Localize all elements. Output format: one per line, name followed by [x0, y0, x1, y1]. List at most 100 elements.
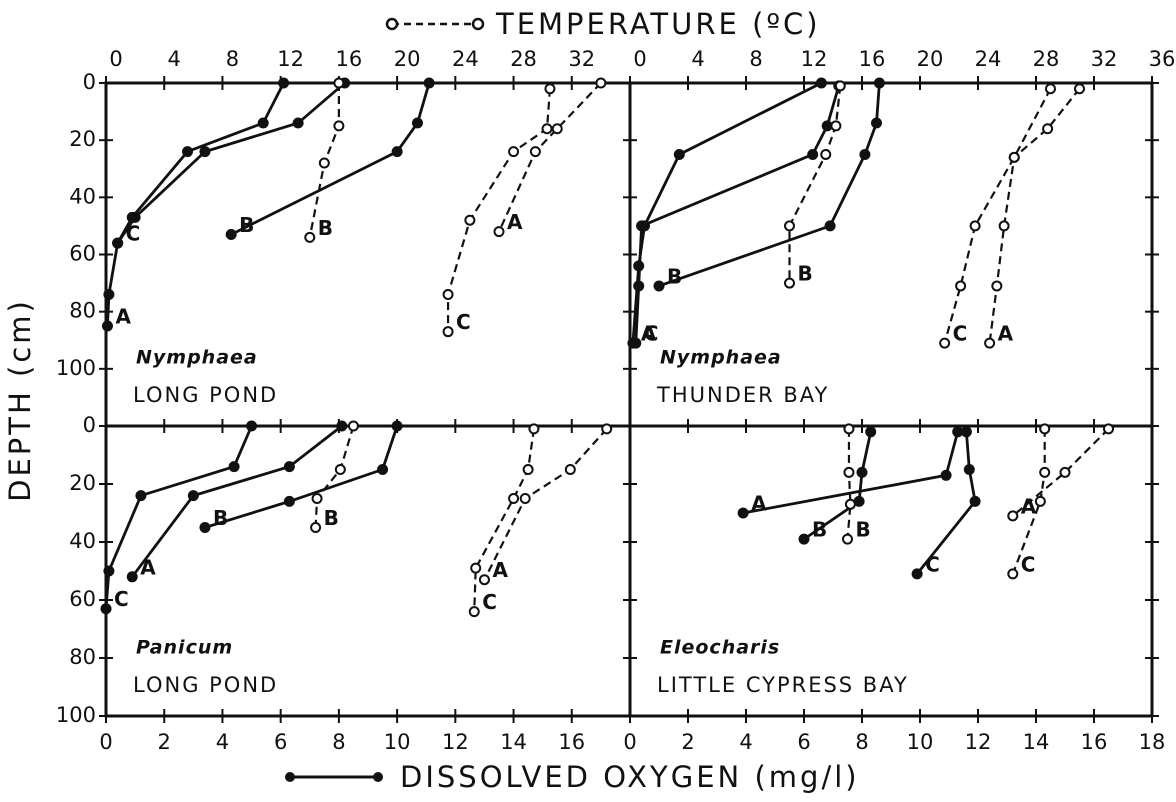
oxygen-point — [969, 495, 981, 507]
series-label: C — [114, 587, 129, 611]
x-tick-label: 10 — [384, 730, 411, 754]
oxygen-point — [960, 426, 972, 438]
series-label: C — [456, 310, 471, 334]
series-label: B — [324, 506, 339, 530]
y-tick-label: 40 — [69, 529, 96, 553]
x-tick-label: 0 — [623, 730, 636, 754]
oxygen-point — [101, 320, 113, 332]
x2-tick-label: 28 — [510, 47, 537, 71]
oxygen-point — [199, 146, 211, 158]
oxygen-line — [658, 82, 881, 288]
series-label: A — [140, 555, 156, 579]
x2-tick-label: 16 — [859, 47, 886, 71]
series-label: B — [318, 216, 333, 240]
x-tick-label: 16 — [1081, 730, 1108, 754]
temperature-point — [508, 146, 520, 158]
legend-marker — [471, 17, 485, 31]
oxygen-point — [636, 220, 648, 232]
oxygen-point — [257, 117, 269, 129]
temperature-point — [304, 231, 316, 243]
temperature-point — [1039, 466, 1051, 478]
temperature-point — [1039, 423, 1051, 435]
x-tick-label: 16 — [558, 730, 585, 754]
x-tick-label: 14 — [1023, 730, 1050, 754]
x-tick-label: 4 — [739, 730, 752, 754]
oxygen-point — [182, 146, 194, 158]
temperature-point — [1007, 510, 1019, 522]
temperature-line — [1012, 428, 1110, 517]
series-label: A — [641, 322, 657, 346]
plant-label: Nymphaea — [136, 347, 258, 369]
oxygen-point — [871, 117, 882, 129]
temperature-point — [998, 220, 1010, 232]
y-tick-label: 20 — [69, 471, 96, 495]
temperature-point — [318, 157, 330, 169]
oxygen-point — [411, 117, 423, 129]
temperature-point — [1059, 466, 1071, 478]
temperature-line — [473, 428, 536, 612]
series-label: A — [751, 492, 767, 516]
x2-tick-label: 24 — [975, 47, 1002, 71]
temperature-point — [508, 493, 520, 504]
oxygen-point — [112, 237, 124, 249]
temperature-point — [843, 466, 855, 478]
legend-marker — [285, 772, 295, 782]
oxygen-point — [103, 565, 115, 577]
temperature-point — [564, 464, 576, 475]
series-label: C — [644, 322, 659, 346]
y-tick-label: 60 — [69, 242, 96, 266]
x-tick-label: 14 — [500, 730, 527, 754]
oxygen-point — [126, 571, 138, 583]
series-label: A — [1021, 494, 1037, 518]
temperature-point — [470, 562, 482, 574]
temperature-point — [333, 77, 345, 89]
oxygen-line — [230, 82, 431, 236]
oxygen-point — [873, 77, 885, 89]
site-label: THUNDER BAY — [656, 383, 829, 407]
series-label: B — [213, 506, 228, 530]
oxygen-point — [126, 211, 138, 223]
temperature-point — [468, 606, 480, 618]
site-label: LONG POND — [133, 383, 278, 407]
temperature-point — [820, 148, 832, 160]
temperature-point — [939, 337, 951, 349]
temperature-line — [1011, 428, 1046, 575]
x2-tick-label: 12 — [801, 47, 828, 71]
oxygen-point — [292, 117, 304, 129]
temperature-line — [308, 83, 340, 238]
x2-tick-label: 32 — [1091, 47, 1118, 71]
series-label: A — [115, 304, 131, 328]
oxygen-point — [283, 495, 295, 507]
oxygen-point — [911, 568, 923, 580]
legend-oxygen — [285, 772, 383, 782]
temperature-point — [1074, 83, 1085, 95]
y-tick-label: 20 — [69, 127, 96, 151]
oxygen-line — [104, 425, 253, 609]
x-tick-label: 8 — [855, 730, 868, 754]
oxygen-point — [225, 228, 237, 240]
x-tick-label: 18 — [1139, 730, 1166, 754]
legend-temperature — [385, 17, 485, 31]
x2-tick-label: 20 — [917, 47, 944, 71]
temperature-point — [601, 423, 613, 435]
oxygen-point — [856, 466, 868, 478]
temperature-point — [442, 326, 454, 338]
oxygen-point — [336, 420, 348, 432]
x2-tick-label: 16 — [336, 47, 363, 71]
x2-tick-label: 24 — [452, 47, 479, 71]
temperature-point — [955, 280, 967, 292]
temperature-point — [334, 464, 346, 475]
oxygen-point — [228, 461, 240, 473]
series-label: C — [1021, 552, 1036, 576]
oxygen-point — [246, 420, 258, 432]
temperature-point — [830, 120, 842, 132]
series-label: B — [812, 518, 827, 542]
temperature-point — [984, 337, 996, 349]
x2-tick-label: 0 — [109, 47, 122, 71]
oxygen-point — [187, 490, 199, 502]
series-label: C — [953, 322, 968, 346]
oxygen-line — [916, 431, 977, 575]
x2-tick-label: 32 — [568, 47, 595, 71]
series-label: B — [667, 264, 682, 288]
